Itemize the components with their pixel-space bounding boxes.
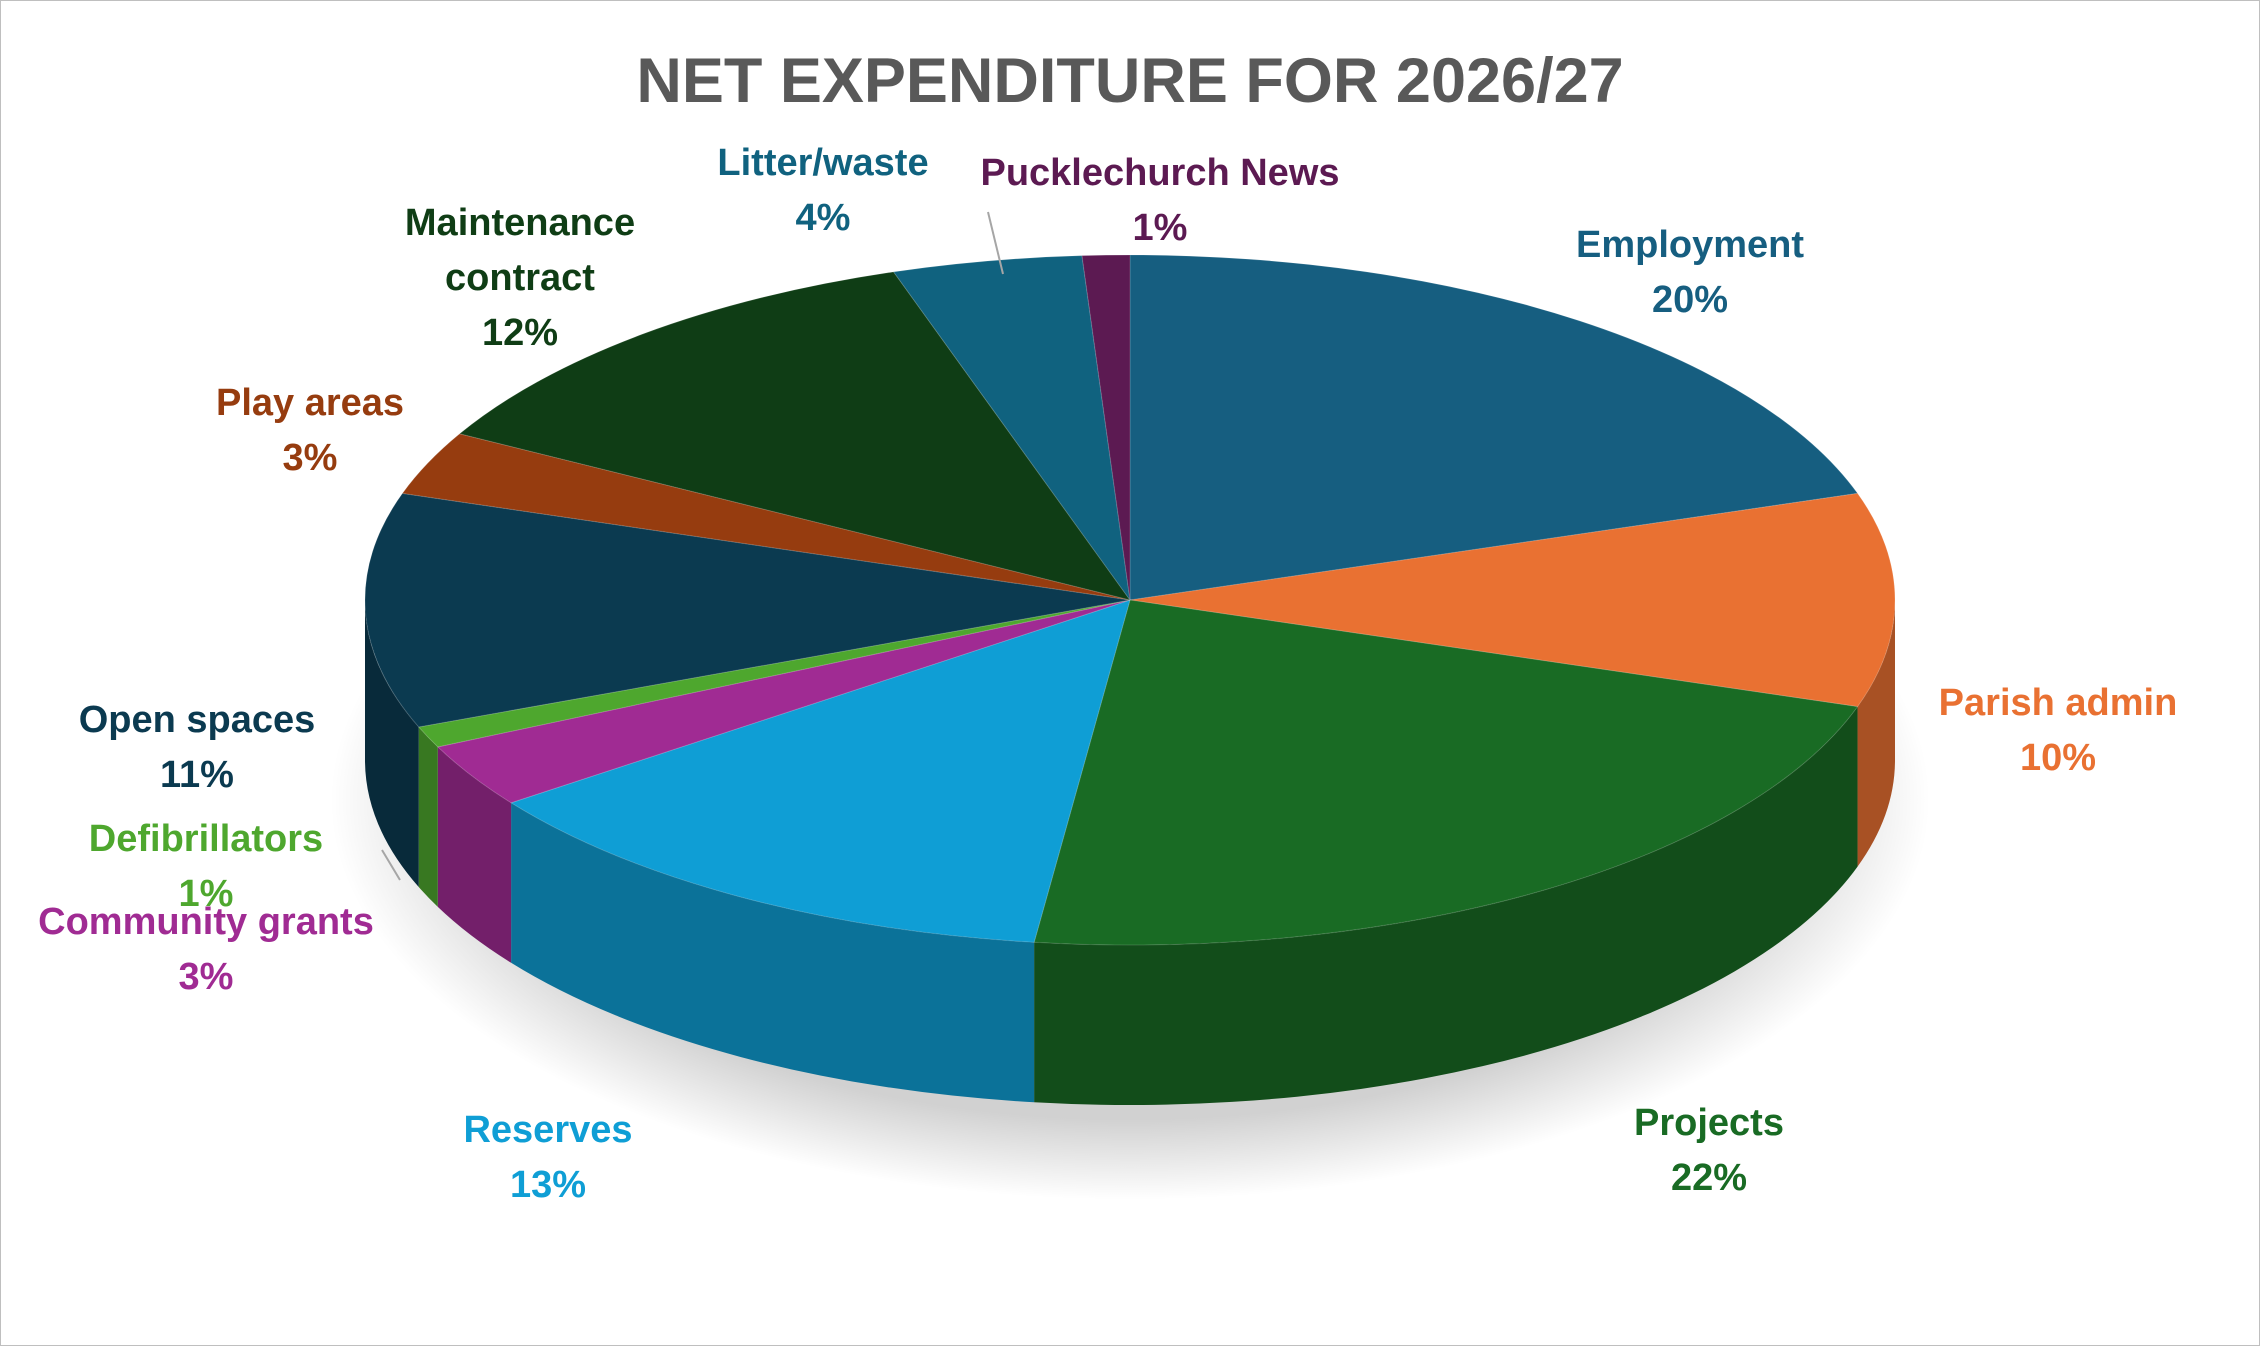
value-label: 10%	[2019, 737, 2097, 779]
slice-side	[1857, 600, 1895, 867]
value-label: 11%	[160, 754, 234, 796]
data-label: Community grants 3%	[38, 895, 374, 1005]
value-label: 12%	[481, 312, 559, 354]
slice	[1081, 254, 1131, 601]
data-label: Reserves 13%	[463, 1103, 632, 1213]
category-label: Parish admin	[1938, 682, 2178, 724]
chart-title: NET EXPENDITURE FOR 2026/27	[636, 46, 1624, 116]
value-label: 13%	[509, 1164, 587, 1206]
data-label: Employment 20%	[1576, 218, 1804, 328]
category-label: Defibrillators	[88, 818, 324, 860]
slice-side	[511, 802, 1035, 1103]
data-label: Pucklechurch News 1%	[980, 146, 1339, 256]
value-label: 4%	[795, 197, 851, 239]
leader-line	[381, 849, 401, 881]
category-label: Projects	[1634, 1102, 1784, 1144]
category-label: Litter/waste	[717, 142, 929, 184]
data-label: Litter/waste 4%	[717, 136, 928, 246]
slice	[417, 599, 1131, 748]
category-label: Employment	[1575, 224, 1805, 266]
value-label: 1%	[1132, 207, 1188, 249]
slice	[509, 599, 1131, 943]
data-label: Play areas 3%	[216, 376, 404, 486]
data-label: Defibrillators 1%	[89, 812, 323, 922]
slice	[1129, 254, 1859, 601]
value-label: 3%	[178, 956, 234, 998]
category-label: Maintenance contract	[404, 202, 636, 299]
value-label: 22%	[1670, 1157, 1748, 1199]
data-label: Open spaces 11%	[79, 693, 316, 803]
slice-side	[365, 600, 419, 888]
slice-side	[437, 746, 512, 963]
slice	[401, 433, 1131, 601]
value-label: 20%	[1651, 279, 1729, 321]
category-label: Reserves	[463, 1109, 633, 1151]
category-label: Community grants	[38, 901, 374, 943]
slice	[892, 255, 1131, 601]
data-label: Projects 22%	[1634, 1096, 1784, 1206]
slice	[1129, 492, 1896, 708]
value-label: 1%	[178, 873, 234, 915]
slice	[436, 599, 1131, 804]
slice	[458, 271, 1132, 601]
data-label: Parish admin 10%	[1939, 676, 2178, 786]
data-label: Maintenance contract 12%	[360, 196, 680, 361]
category-label: Pucklechurch News	[980, 152, 1340, 194]
slice	[364, 492, 1131, 728]
slice-side	[418, 727, 438, 907]
leader-line	[987, 211, 1004, 275]
value-label: 3%	[282, 437, 338, 479]
pie	[364, 254, 1896, 1105]
slice	[1033, 599, 1859, 946]
category-label: Play areas	[215, 382, 405, 424]
category-label: Open spaces	[78, 699, 316, 741]
slice-side	[1034, 706, 1858, 1105]
